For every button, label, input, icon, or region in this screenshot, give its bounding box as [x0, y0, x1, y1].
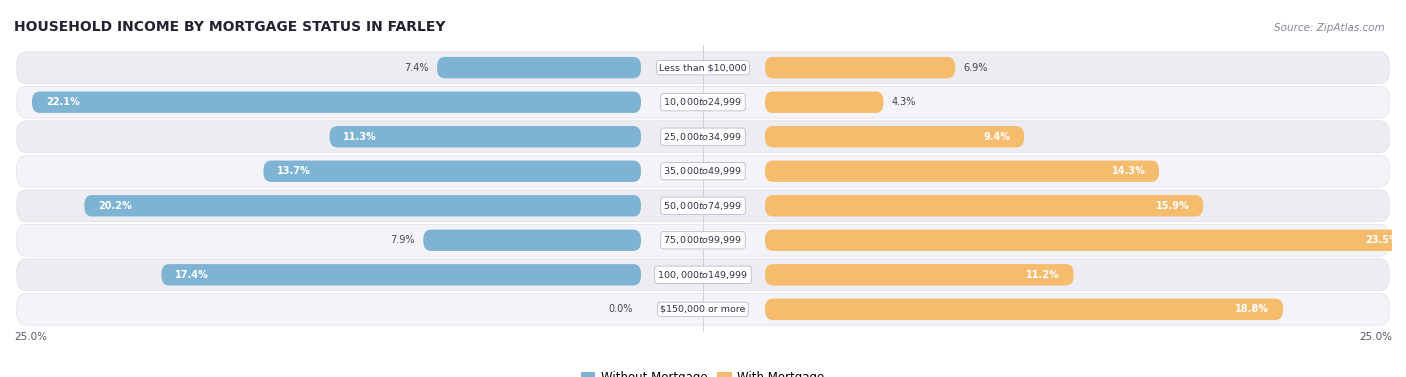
FancyBboxPatch shape [765, 299, 1284, 320]
FancyBboxPatch shape [765, 92, 883, 113]
FancyBboxPatch shape [765, 161, 1159, 182]
FancyBboxPatch shape [17, 86, 1389, 118]
Text: HOUSEHOLD INCOME BY MORTGAGE STATUS IN FARLEY: HOUSEHOLD INCOME BY MORTGAGE STATUS IN F… [14, 20, 446, 34]
Text: 25.0%: 25.0% [14, 332, 46, 342]
FancyBboxPatch shape [17, 52, 1389, 84]
Text: 4.3%: 4.3% [891, 97, 917, 107]
Text: Less than $10,000: Less than $10,000 [659, 63, 747, 72]
FancyBboxPatch shape [17, 293, 1389, 325]
FancyBboxPatch shape [765, 195, 1204, 216]
FancyBboxPatch shape [17, 259, 1389, 291]
Text: $35,000 to $49,999: $35,000 to $49,999 [664, 165, 742, 177]
Text: $25,000 to $34,999: $25,000 to $34,999 [664, 131, 742, 143]
FancyBboxPatch shape [32, 92, 641, 113]
FancyBboxPatch shape [329, 126, 641, 147]
FancyBboxPatch shape [765, 230, 1406, 251]
FancyBboxPatch shape [17, 190, 1389, 222]
Text: 15.9%: 15.9% [1156, 201, 1189, 211]
Text: 23.5%: 23.5% [1365, 235, 1399, 245]
FancyBboxPatch shape [765, 126, 1024, 147]
FancyBboxPatch shape [17, 155, 1389, 187]
FancyBboxPatch shape [263, 161, 641, 182]
Text: $50,000 to $74,999: $50,000 to $74,999 [664, 200, 742, 212]
Text: 9.4%: 9.4% [983, 132, 1011, 142]
Text: 25.0%: 25.0% [1360, 332, 1392, 342]
FancyBboxPatch shape [17, 121, 1389, 153]
Text: Source: ZipAtlas.com: Source: ZipAtlas.com [1274, 23, 1385, 33]
Text: $150,000 or more: $150,000 or more [661, 305, 745, 314]
FancyBboxPatch shape [437, 57, 641, 78]
Text: 22.1%: 22.1% [46, 97, 80, 107]
FancyBboxPatch shape [17, 224, 1389, 256]
Text: 0.0%: 0.0% [609, 304, 633, 314]
Text: 13.7%: 13.7% [277, 166, 311, 176]
FancyBboxPatch shape [84, 195, 641, 216]
FancyBboxPatch shape [765, 57, 955, 78]
Text: $10,000 to $24,999: $10,000 to $24,999 [664, 96, 742, 108]
Text: 7.9%: 7.9% [391, 235, 415, 245]
Text: 6.9%: 6.9% [963, 63, 988, 73]
FancyBboxPatch shape [765, 264, 1074, 285]
Text: 7.4%: 7.4% [405, 63, 429, 73]
Text: 17.4%: 17.4% [176, 270, 209, 280]
Legend: Without Mortgage, With Mortgage: Without Mortgage, With Mortgage [576, 366, 830, 377]
Text: $100,000 to $149,999: $100,000 to $149,999 [658, 269, 748, 281]
Text: 11.3%: 11.3% [343, 132, 377, 142]
FancyBboxPatch shape [162, 264, 641, 285]
Text: 20.2%: 20.2% [98, 201, 132, 211]
Text: 14.3%: 14.3% [1112, 166, 1146, 176]
Text: $75,000 to $99,999: $75,000 to $99,999 [664, 234, 742, 246]
Text: 11.2%: 11.2% [1026, 270, 1060, 280]
FancyBboxPatch shape [423, 230, 641, 251]
Text: 18.8%: 18.8% [1236, 304, 1270, 314]
